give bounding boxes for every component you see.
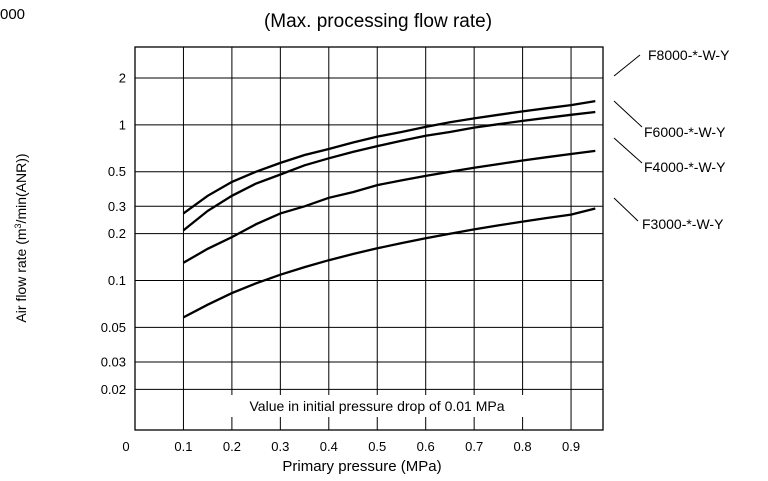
legend-label-2: F6000-*-W-Y — [644, 124, 726, 140]
x-tick-label: 0.8 — [514, 439, 532, 454]
y-tick-layer: 0.02 0.03 0.05 0.1 0.2 0.3 0.5 1 2 — [101, 70, 126, 396]
y-tick-label: 0.3 — [108, 199, 126, 214]
x-tick-label: 0.7 — [465, 439, 483, 454]
y-axis-label: Air flow rate (m3/min(ANR)) — [13, 153, 29, 322]
series-line-4 — [182, 207, 596, 319]
chart-title: (Max. processing flow rate) — [264, 11, 492, 32]
series-line-1 — [182, 99, 596, 215]
legend-leader-2 — [613, 100, 643, 128]
grid-layer — [135, 47, 603, 430]
x-tick-label: 0 — [122, 439, 129, 454]
x-tick-label: 0.4 — [320, 439, 338, 454]
annotation-box — [209, 395, 555, 417]
legend-label-3: F4000-*-W-Y — [644, 159, 726, 175]
x-tick-label: 0.3 — [271, 439, 289, 454]
x-axis-label: Primary pressure (MPa) — [282, 458, 441, 475]
y-tick-label: 0.02 — [101, 382, 126, 397]
curve-layer — [182, 99, 596, 319]
x-tick-label: 0.9 — [562, 439, 580, 454]
legend-leader-1 — [613, 54, 641, 77]
x-tick-label: 0.1 — [174, 439, 192, 454]
annotation-text: Value in initial pressure drop of 0.01 M… — [250, 398, 505, 414]
x-tick-layer: 0 0.1 0.2 0.3 0.4 0.5 0.6 0.7 0.8 0.9 — [122, 439, 580, 454]
series-line-2 — [182, 110, 596, 232]
y-axis-label-rest: /min(ANR)) — [13, 153, 29, 223]
x-tick-label: 0.6 — [417, 439, 435, 454]
y-tick-label: 1 — [119, 117, 126, 132]
y-tick-label: 0.1 — [108, 273, 126, 288]
y-tick-label: 0.2 — [108, 226, 126, 241]
corner-text: 000 — [0, 6, 25, 23]
legend-label-1: F8000-*-W-Y — [648, 47, 730, 63]
x-tick-label: 0.5 — [368, 439, 386, 454]
y-axis-label-sup: 3 — [13, 223, 23, 228]
legend-label-4: F3000-*-W-Y — [642, 216, 724, 232]
legend-leader-3 — [613, 137, 643, 164]
y-tick-label: 0.5 — [108, 164, 126, 179]
y-tick-label: 2 — [119, 70, 126, 85]
series-line-3 — [182, 149, 596, 264]
legend-layer: F8000-*-W-Y F6000-*-W-Y F4000-*-W-Y F3000-*… — [613, 47, 730, 232]
x-tick-label: 0.2 — [223, 439, 241, 454]
y-tick-label: 0.05 — [101, 320, 126, 335]
y-axis-label-main: Air flow rate (m — [13, 228, 29, 322]
legend-leader-4 — [613, 197, 639, 222]
y-tick-label: 0.03 — [101, 354, 126, 369]
plot-frame — [134, 46, 604, 431]
